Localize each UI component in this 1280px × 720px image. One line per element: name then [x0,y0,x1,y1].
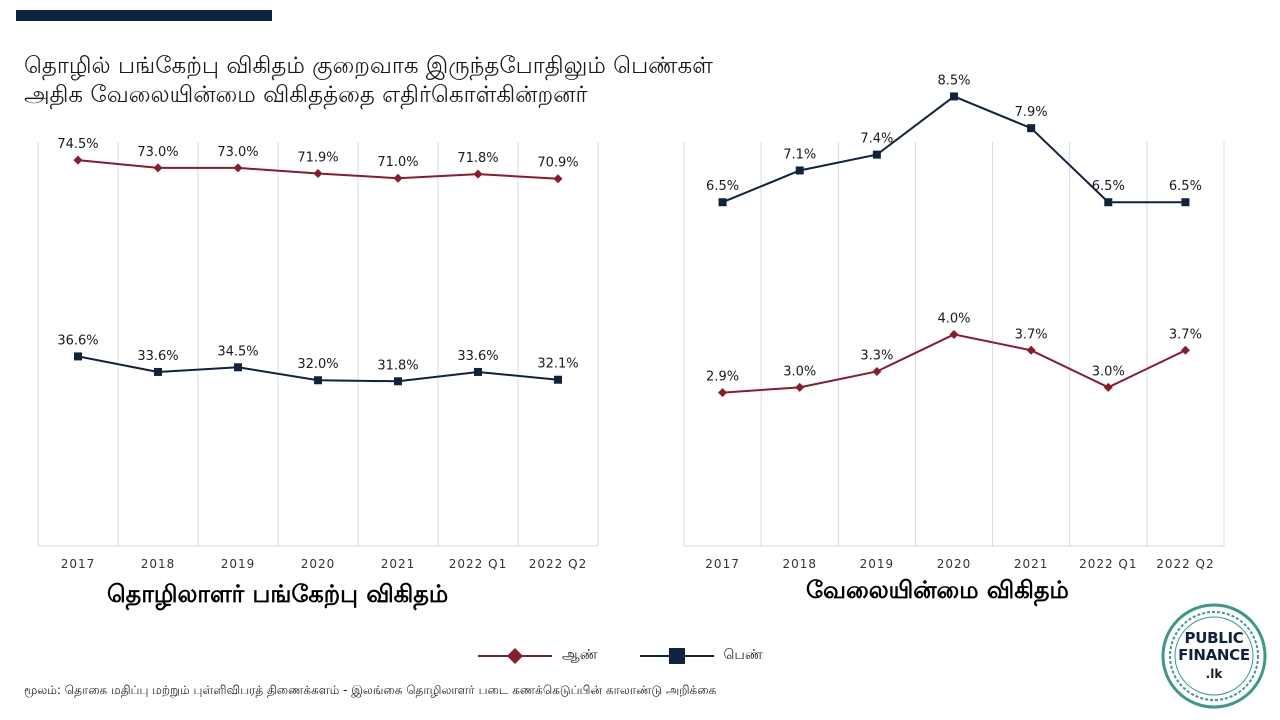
x-tick-label: 2018 [782,557,817,571]
data-point [74,352,82,361]
participation-chart-title: தொழிலாளர் பங்கேற்பு விகிதம் [107,580,449,608]
data-label: 4.0% [937,311,970,326]
x-tick-label: 2021 [381,557,416,571]
data-point [473,169,483,179]
data-label: 6.5% [1169,179,1202,194]
page-title-line-2: அதிக வேலையின்மை விகிதத்தை எதிர்கொள்கின்ற… [24,82,588,108]
logo-line-2: FINANCE [1178,645,1250,664]
data-label: 70.9% [537,156,578,171]
top-accent-bar [16,10,272,21]
data-point [1104,198,1113,207]
legend-item-male: ஆண் [478,647,598,665]
data-point [795,166,804,175]
data-label: 6.5% [706,179,739,194]
x-tick-label: 2019 [221,557,256,571]
data-point [233,163,243,173]
data-label: 3.3% [860,348,893,363]
logo-line-1: PUBLIC [1184,628,1244,647]
data-point [795,382,805,392]
x-tick-label: 2022 Q1 [449,557,507,571]
data-label: 32.0% [297,357,338,372]
x-tick-label: 2020 [937,557,972,571]
data-point [1181,198,1190,207]
data-label: 3.7% [1015,327,1048,342]
x-tick-label: 2020 [301,557,336,571]
legend-label-female: பெண் [723,647,763,663]
data-point [474,367,482,376]
series-female: 36.6% 33.6% 34.5% 32.0% 31.8% 33.6% 32.1% [57,333,579,386]
data-point [949,329,959,339]
data-point [553,174,563,184]
data-point [1180,345,1190,355]
x-tick-label: 2017 [705,557,740,571]
x-tick-label: 2018 [141,557,176,571]
x-tick-label: 2017 [61,557,96,571]
legend-marker-male [478,648,552,664]
logo-line-3: .lk [1205,666,1223,681]
data-point [1103,382,1113,392]
data-label: 7.4% [860,132,893,147]
data-label: 3.7% [1169,327,1202,342]
data-label: 32.1% [537,357,578,372]
data-point [872,366,882,376]
plot-area: 2017 2018 2019 2020 2021 2022 Q1 2022 Q2 2.9% 3.… [683,73,1225,571]
data-point [393,173,403,183]
data-label: 71.9% [297,151,338,166]
data-label: 33.6% [137,349,178,364]
logo-seal [1161,603,1267,709]
data-point [394,377,402,386]
data-label: 74.5% [57,137,98,152]
data-label: 3.0% [783,364,816,379]
unemployment-chart-title: வேலையின்மை விகிதம் [806,576,1069,604]
data-point [73,155,83,165]
series-male: 2.9% 3.0% 3.3% 4.0% 3.7% 3.0% 3.7% [706,311,1202,398]
data-label: 34.5% [217,344,258,359]
x-tick-label: 2022 Q2 [1156,557,1214,571]
page-title-line-1: தொழில் பங்கேற்பு விகிதம் குறைவாக இருந்தப… [24,53,713,79]
page-title: தொழில் பங்கேற்பு விகிதம் குறைவாக இருந்தப… [24,52,713,110]
data-point [153,163,163,173]
data-label: 33.6% [457,349,498,364]
data-label: 73.0% [217,145,258,160]
plot-area: 2017 2018 2019 2020 2021 2022 Q1 2022 Q274.5%7… [37,137,599,571]
data-point [1027,124,1036,133]
data-point [718,198,727,207]
data-label: 73.0% [137,145,178,160]
data-label: 36.6% [57,333,98,348]
data-label: 8.5% [937,73,970,88]
source-note: மூலம்: தொகை மதிப்பு மற்றும் புள்ளிவிபரத்… [24,683,717,697]
series-female: 6.5% 7.1% 7.4% 8.5% 7.9% 6.5% 6.5% [706,73,1202,207]
legend-label-male: ஆண் [562,647,598,663]
data-label: 2.9% [706,370,739,385]
data-label: 71.0% [377,155,418,170]
legend-item-female: பெண் [639,647,763,665]
data-label: 7.1% [783,147,816,162]
series-male: 74.5% 73.0% 73.0% 71.9% 71.0% 71.8% 70.9% [57,137,579,184]
x-tick-label: 2021 [1014,557,1049,571]
legend-marker-female [639,648,714,664]
x-tick-label: 2019 [860,557,895,571]
data-point [554,375,562,384]
data-label: 71.8% [457,151,498,166]
data-label: 6.5% [1092,179,1125,194]
data-point [872,150,881,159]
data-point [313,169,323,179]
x-tick-label: 2022 Q2 [529,557,587,571]
data-point [154,367,162,376]
data-point [1026,345,1036,355]
data-point [234,363,242,372]
data-point [314,376,322,385]
legend: ஆண் பெண் [478,644,805,668]
publicfinance-logo: PUBLIC FINANCE .lk [1160,602,1268,710]
data-label: 31.8% [377,358,418,373]
data-label: 7.9% [1015,105,1048,120]
data-label: 3.0% [1092,364,1125,379]
data-point [718,388,728,398]
data-point [950,92,958,101]
x-tick-label: 2022 Q1 [1079,557,1137,571]
